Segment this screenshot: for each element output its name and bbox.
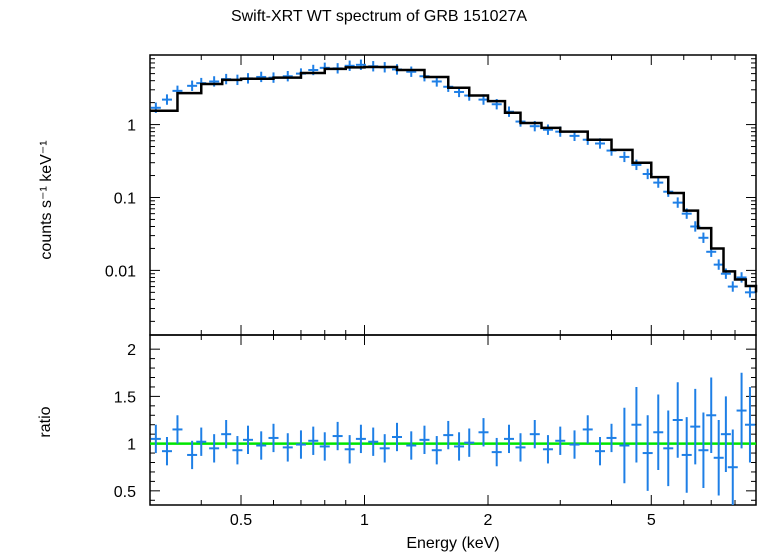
ratio-y-tick-label: 1 — [127, 437, 136, 454]
ratio-y-tick-label: 2 — [127, 342, 136, 359]
spectrum-panel-frame — [149, 54, 757, 336]
spectrum-y-tick-label: 0.1 — [114, 190, 136, 207]
model-line — [150, 65, 758, 293]
x-tick-label: 1 — [360, 512, 369, 529]
chart-title: Swift-XRT WT spectrum of GRB 151027A — [230, 8, 528, 25]
spectrum-y-tick-label: 0.01 — [105, 263, 136, 280]
x-axis-label: Energy (keV) — [406, 535, 500, 552]
ratio-y-tick-label: 0.5 — [114, 484, 136, 501]
x-tick-label: 5 — [647, 512, 656, 529]
ratio-y-tick-label: 1.5 — [114, 389, 136, 406]
x-tick-label: 0.5 — [230, 512, 252, 529]
spectrum-y-tick-label: 1 — [127, 118, 136, 135]
x-tick-label: 2 — [484, 512, 493, 529]
ratio-panel-frame — [149, 334, 757, 506]
